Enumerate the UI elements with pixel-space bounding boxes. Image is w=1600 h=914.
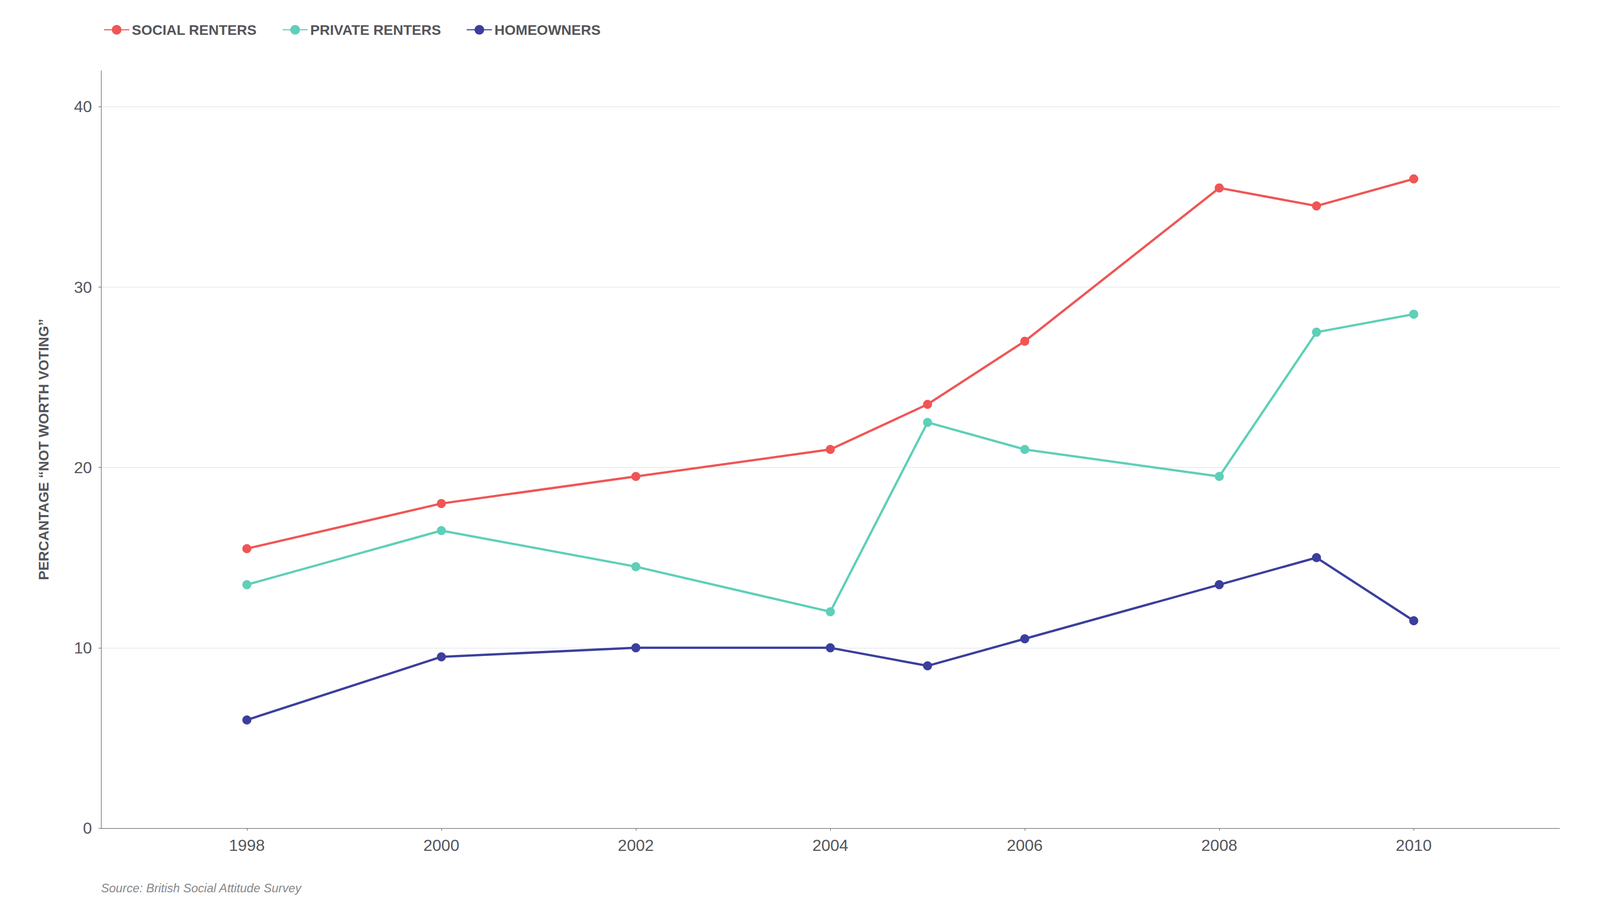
svg-text:Source: British Social Attitud: Source: British Social Attitude Survey <box>101 881 303 895</box>
svg-text:2000: 2000 <box>423 836 460 855</box>
svg-text:PERCANTAGE “NOT WORTH VOTING”: PERCANTAGE “NOT WORTH VOTING” <box>35 318 52 580</box>
svg-text:SOCIAL RENTERS: SOCIAL RENTERS <box>131 22 257 38</box>
svg-text:2006: 2006 <box>1006 836 1043 855</box>
svg-text:40: 40 <box>73 97 92 116</box>
svg-text:2002: 2002 <box>617 836 654 855</box>
svg-text:2008: 2008 <box>1201 836 1238 855</box>
svg-text:2010: 2010 <box>1395 836 1432 855</box>
svg-text:20: 20 <box>73 458 92 477</box>
svg-text:1998: 1998 <box>228 836 265 855</box>
svg-text:HOMEOWNERS: HOMEOWNERS <box>494 22 601 38</box>
svg-text:0: 0 <box>82 819 92 838</box>
svg-text:PRIVATE RENTERS: PRIVATE RENTERS <box>310 22 441 38</box>
svg-text:10: 10 <box>73 638 92 658</box>
svg-text:2004: 2004 <box>812 836 848 855</box>
svg-text:30: 30 <box>73 278 92 297</box>
